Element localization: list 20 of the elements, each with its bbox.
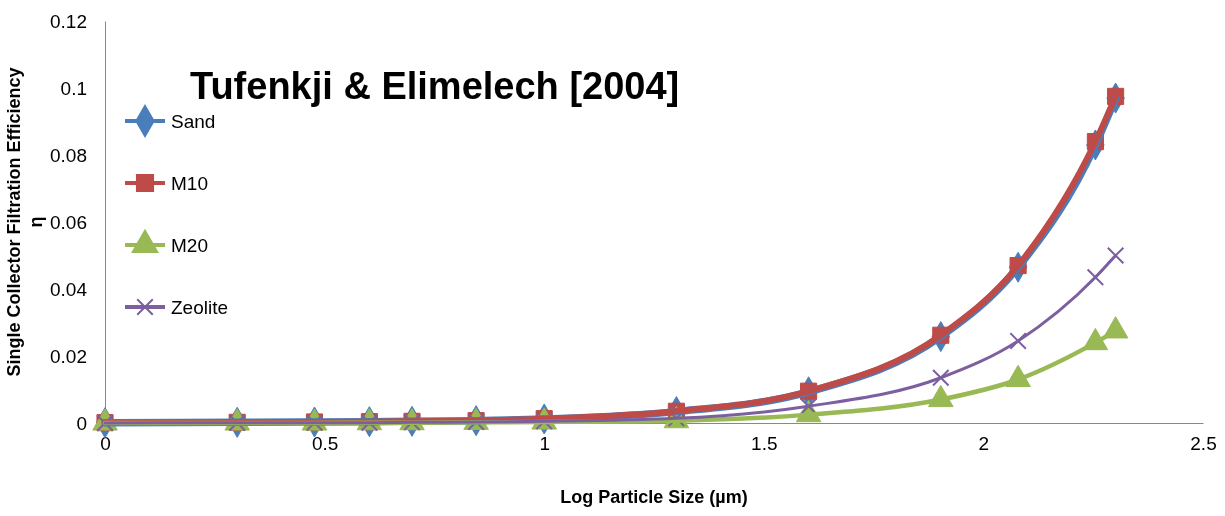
x-tick-label: 1 — [539, 433, 550, 455]
legend-label: Sand — [171, 111, 216, 132]
x-tick-label: 1.5 — [751, 433, 778, 455]
x-tick-label: 2 — [978, 433, 990, 455]
y-tick-label: 0.08 — [50, 144, 87, 166]
legend-label: Zeolite — [171, 297, 229, 318]
x-tick-label: 2.5 — [1190, 433, 1217, 455]
x-axis-title: Log Particle Size (µm) — [560, 487, 748, 507]
y-tick-label: 0.06 — [50, 211, 87, 233]
legend-label: M10 — [171, 173, 208, 194]
y-tick-label: 0.02 — [50, 345, 87, 367]
y-tick-label: 0.04 — [50, 278, 88, 300]
y-tick-label: 0.1 — [60, 77, 87, 99]
text: Tufenkji & Elimelech [2004] — [190, 65, 680, 107]
x-tick-label: 0.5 — [311, 433, 339, 455]
legend-label: M20 — [171, 235, 208, 256]
y-axis-title: Single Collector Filtration Efficiency η — [4, 67, 46, 377]
y-tick-label: 0.12 — [50, 10, 87, 32]
x-tick-label: 0 — [100, 433, 111, 455]
y-tick-label: 0 — [76, 412, 87, 434]
